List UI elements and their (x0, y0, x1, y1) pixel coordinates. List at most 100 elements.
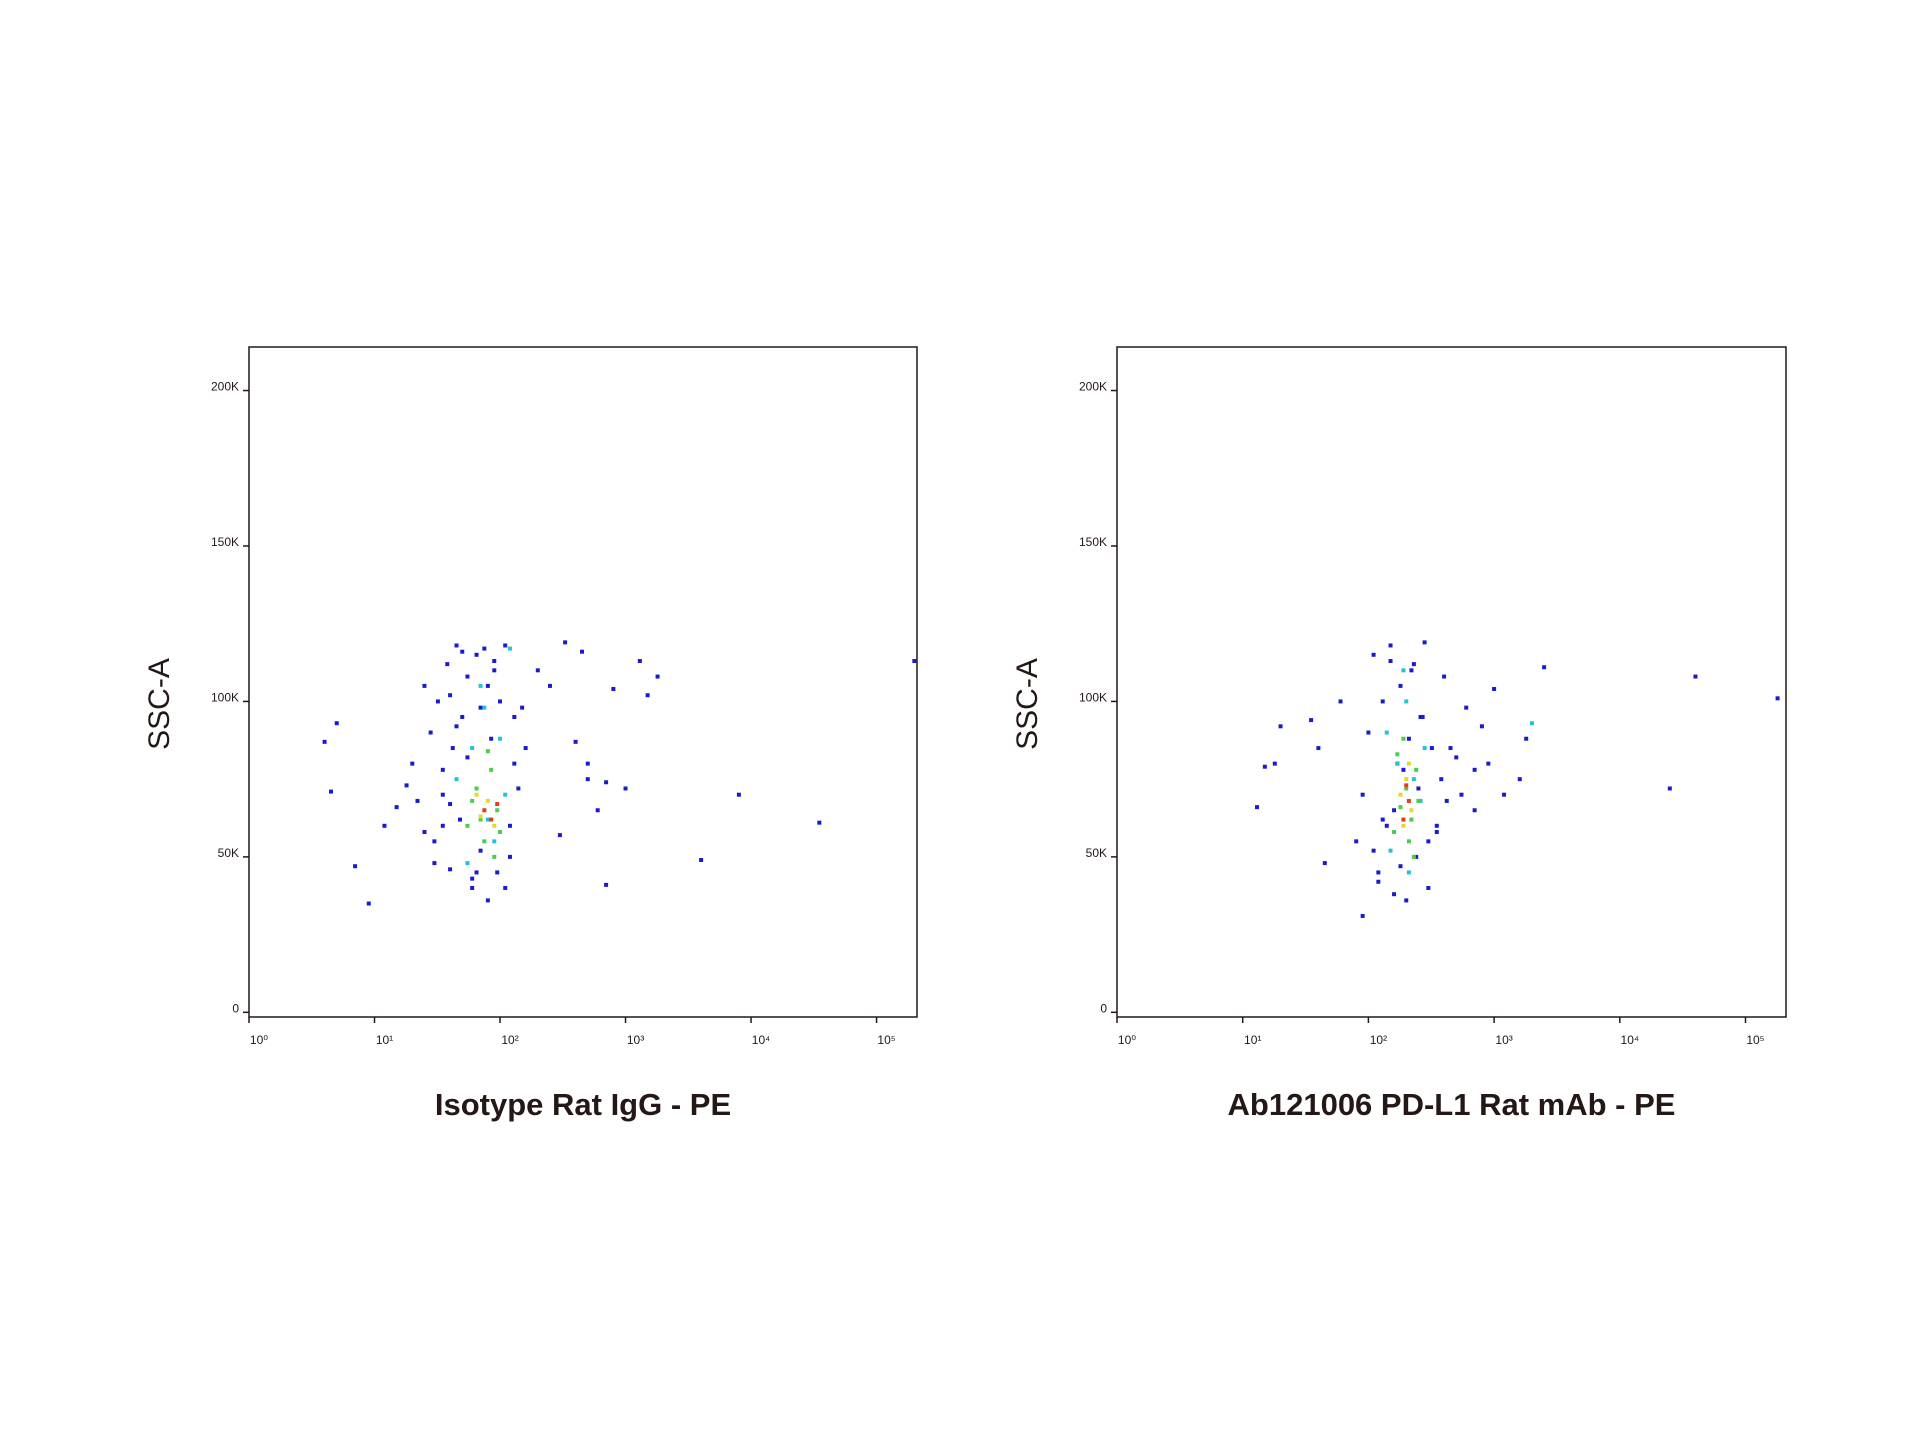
x-tick-label: 10⁵ (877, 1033, 895, 1047)
dot (1429, 746, 1434, 751)
dot (328, 789, 333, 794)
dot (1418, 714, 1423, 719)
dot (465, 674, 470, 679)
dot (1416, 786, 1421, 791)
dot (440, 792, 445, 797)
dot (736, 792, 741, 797)
dot (1376, 870, 1381, 875)
dot (1411, 777, 1416, 782)
dot (1401, 823, 1406, 828)
dot (595, 808, 600, 813)
dot (495, 870, 500, 875)
dot (1395, 752, 1400, 757)
dot (415, 798, 420, 803)
dot (1278, 724, 1283, 729)
dot (563, 640, 568, 645)
dot (495, 802, 500, 807)
dot (535, 668, 540, 673)
dot (1426, 885, 1431, 890)
dot (460, 649, 465, 654)
dot (1422, 640, 1427, 645)
x-tick-label: 10³ (1495, 1033, 1512, 1047)
plot: 10⁰ 10¹ 10² 10³ 10⁴ 10⁵ 0 50K 100K 150K 200K Isotyp… (143, 346, 918, 1122)
dot (440, 823, 445, 828)
dot (482, 646, 487, 651)
x-tick-label: 10⁰ (250, 1033, 268, 1047)
dot (604, 780, 609, 785)
dot (585, 777, 590, 782)
dot (1472, 808, 1477, 813)
dot (503, 792, 508, 797)
dot (489, 817, 494, 822)
dot (1542, 665, 1547, 670)
dot (440, 767, 445, 772)
dot (334, 721, 339, 726)
dot (1360, 792, 1365, 797)
dot (1392, 892, 1397, 897)
dot (503, 643, 508, 648)
dot (448, 802, 453, 807)
dot (474, 792, 479, 797)
dot (394, 805, 399, 810)
dot (485, 898, 490, 903)
dot (1434, 823, 1439, 828)
y-axis-label: SSC-A (1011, 658, 1044, 750)
x-tick-label: 10³ (627, 1033, 644, 1047)
dot (1529, 721, 1534, 726)
dot (523, 746, 528, 751)
x-tick-label: 10⁴ (1621, 1033, 1640, 1047)
dot (489, 736, 494, 741)
dot (912, 659, 917, 664)
y-tick-label: 150K (211, 535, 239, 549)
dot (485, 817, 490, 822)
dot (366, 901, 371, 906)
dot (1479, 724, 1484, 729)
dot (445, 662, 450, 667)
dot (1454, 755, 1459, 760)
dot (448, 867, 453, 872)
x-tick-label: 10¹ (376, 1033, 393, 1047)
dot (492, 823, 497, 828)
dot (485, 683, 490, 688)
dot (1404, 699, 1409, 704)
dot (465, 823, 470, 828)
dot (1401, 668, 1406, 673)
dot (353, 864, 358, 869)
dot (432, 839, 437, 844)
dot (478, 814, 483, 819)
dot (1398, 792, 1403, 797)
dot (611, 686, 616, 691)
dot (492, 659, 497, 664)
dot (478, 848, 483, 853)
dot (1464, 705, 1469, 710)
dot (422, 830, 427, 835)
plot: 10⁰ 10¹ 10² 10³ 10⁴ 10⁵ 0 50K 100K 150K 200K Ab1210… (1011, 346, 1787, 1122)
x-tick-label: 10¹ (1244, 1033, 1261, 1047)
dot (655, 674, 660, 679)
dot (485, 749, 490, 754)
dot (1398, 683, 1403, 688)
dot (1411, 854, 1416, 859)
dot (454, 724, 459, 729)
plot-frame (248, 346, 918, 1018)
dot (1411, 662, 1416, 667)
dot (465, 861, 470, 866)
dot (547, 683, 552, 688)
dot (507, 646, 512, 651)
dot (1442, 674, 1447, 679)
dot (1262, 764, 1267, 769)
y-tick-label: 200K (1079, 380, 1107, 394)
dot (1384, 823, 1389, 828)
x-tick-label: 10² (1370, 1033, 1387, 1047)
dot (557, 833, 562, 838)
dot (1376, 879, 1381, 884)
dot (460, 714, 465, 719)
dot (1366, 730, 1371, 735)
dot (1406, 839, 1411, 844)
dot (1439, 777, 1444, 782)
dot (448, 693, 453, 698)
dot (1371, 848, 1376, 853)
x-tick-label: 10⁴ (752, 1033, 771, 1047)
